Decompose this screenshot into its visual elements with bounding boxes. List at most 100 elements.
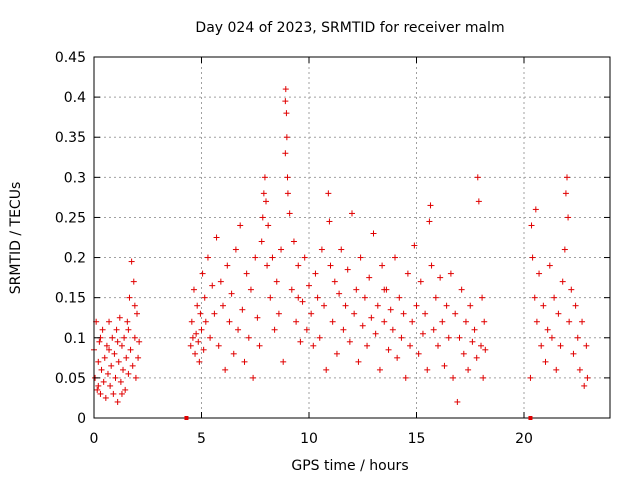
data-point	[402, 374, 409, 381]
data-point	[239, 306, 246, 313]
data-point	[273, 278, 280, 285]
data-point	[94, 386, 101, 393]
y-tick-label: 0	[77, 411, 86, 427]
data-point	[250, 374, 257, 381]
data-point	[209, 282, 216, 289]
data-point	[194, 302, 201, 309]
data-point	[439, 318, 446, 325]
data-point	[267, 294, 274, 301]
data-point	[283, 134, 290, 141]
data-point	[188, 318, 195, 325]
data-point	[529, 254, 536, 261]
data-point	[101, 354, 108, 361]
x-tick-label: 15	[408, 431, 426, 447]
data-point	[355, 358, 362, 365]
data-point	[237, 222, 244, 229]
data-point	[559, 278, 566, 285]
y-tick-label: 0.45	[55, 50, 86, 66]
data-point	[396, 294, 403, 301]
data-point	[336, 290, 343, 297]
data-point	[103, 342, 110, 349]
data-point	[136, 338, 143, 345]
data-point	[568, 286, 575, 293]
data-point	[370, 230, 377, 237]
data-point	[471, 326, 478, 333]
data-point	[346, 338, 353, 345]
data-point	[351, 310, 358, 317]
data-point	[295, 262, 302, 269]
data-point	[198, 326, 205, 333]
data-point	[460, 350, 467, 357]
data-point	[361, 294, 368, 301]
x-axis-label: GPS time / hours	[291, 458, 408, 474]
data-point	[301, 254, 308, 261]
x-tick-label: 0	[90, 431, 99, 447]
data-point	[100, 378, 107, 385]
data-point	[310, 342, 317, 349]
data-point	[258, 238, 265, 245]
data-point	[122, 386, 129, 393]
axis-tick-labels: 0 0.05 0.1 0.15 0.2 0.25 0.3 0.35 0.4 0.45 0 5 10 15 2…	[55, 50, 533, 447]
data-point	[374, 302, 381, 309]
data-point	[197, 310, 204, 317]
data-point	[407, 342, 414, 349]
data-point	[473, 354, 480, 361]
y-tick-label: 0.1	[64, 331, 86, 347]
data-point	[565, 214, 572, 221]
data-point	[114, 398, 121, 405]
data-point	[245, 334, 252, 341]
data-point	[241, 358, 248, 365]
data-point	[217, 278, 224, 285]
data-point	[252, 254, 259, 261]
data-point	[432, 294, 439, 301]
data-point	[125, 326, 132, 333]
data-point	[222, 366, 229, 373]
data-point	[290, 238, 297, 245]
data-point	[106, 346, 113, 353]
data-point	[110, 390, 117, 397]
data-point	[134, 310, 140, 317]
data-point	[540, 302, 547, 309]
data-point	[187, 342, 194, 349]
data-point	[462, 318, 469, 325]
data-point	[411, 242, 418, 249]
data-point	[536, 270, 543, 277]
data-point	[256, 342, 263, 349]
data-point	[286, 210, 293, 217]
data-point	[555, 310, 562, 317]
data-point	[278, 246, 285, 253]
data-point	[117, 378, 124, 385]
data-point	[112, 374, 119, 381]
data-point	[224, 262, 231, 269]
data-point	[99, 326, 106, 333]
data-point	[118, 390, 125, 397]
data-point	[326, 218, 333, 225]
data-point	[312, 270, 319, 277]
data-point	[135, 354, 142, 361]
data-point	[306, 282, 312, 289]
data-point	[128, 258, 135, 265]
data-point	[359, 322, 366, 329]
data-point	[95, 358, 102, 365]
data-point	[131, 302, 138, 309]
gap-marker	[528, 416, 533, 420]
data-point	[450, 374, 457, 381]
chart-title: Day 024 of 2023, SRMTID for receiver mal…	[195, 20, 504, 36]
data-point	[193, 330, 200, 337]
data-point	[196, 358, 203, 365]
data-point	[124, 318, 131, 325]
data-point	[125, 370, 132, 377]
data-point	[482, 346, 489, 353]
x-tick-label: 20	[515, 431, 533, 447]
data-point	[381, 318, 388, 325]
y-tick-label: 0.25	[55, 210, 86, 226]
data-point	[263, 198, 269, 205]
data-point	[338, 246, 345, 253]
gap-marker	[184, 416, 189, 420]
data-point	[254, 314, 261, 321]
data-point	[228, 290, 235, 297]
data-point	[480, 374, 487, 381]
data-gap-markers	[184, 416, 533, 420]
data-point	[121, 334, 128, 341]
data-point	[474, 174, 481, 181]
